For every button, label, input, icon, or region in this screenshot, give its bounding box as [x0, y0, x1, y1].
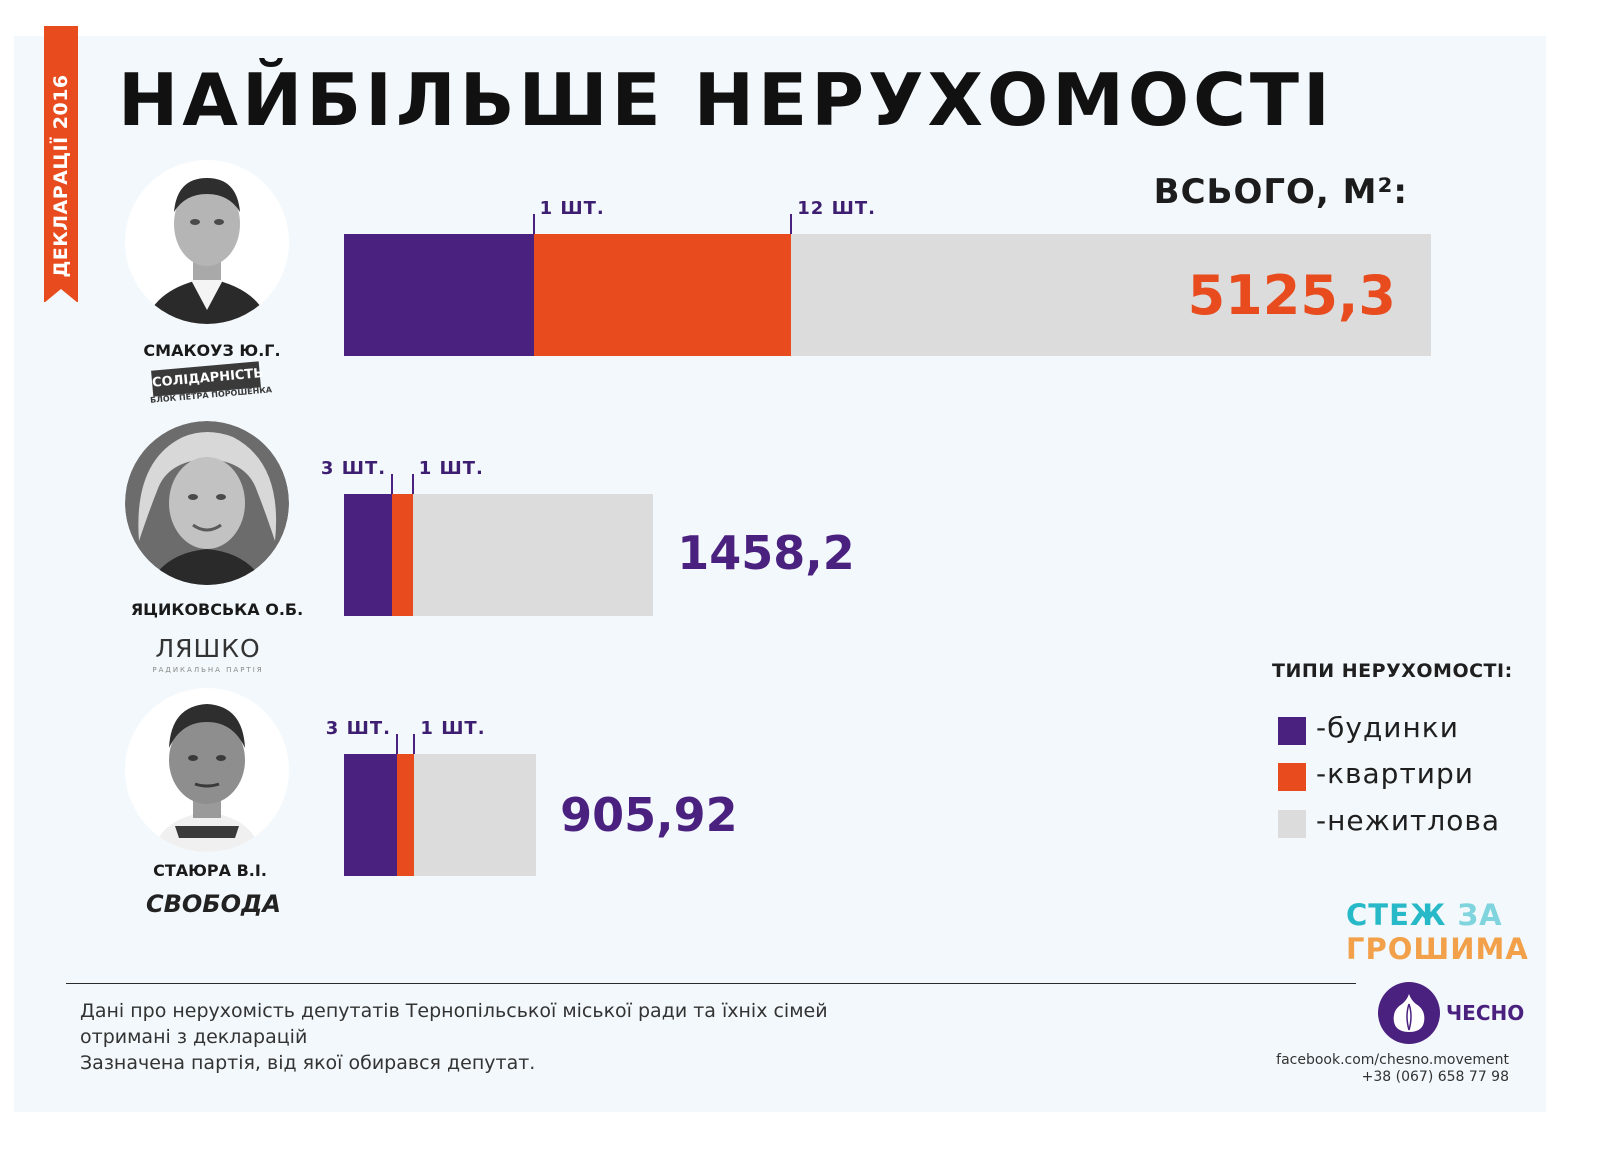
legend-swatch [1278, 763, 1306, 791]
garlic-icon [1378, 982, 1440, 1044]
count-label: 1 ШТ. [539, 198, 605, 219]
bar-tick [413, 734, 416, 754]
legend-title: ТИПИ НЕРУХОМОСТІ: [1272, 660, 1513, 682]
deputy-name: ЯЦИКОВСЬКА О.Б. [130, 600, 304, 619]
legend-label: -квартири [1316, 757, 1474, 790]
bar-tick [790, 214, 793, 234]
legend-swatch [1278, 717, 1306, 745]
legend-label: -нежитлова [1316, 804, 1501, 837]
bar-segment-houses [344, 234, 534, 356]
bar-segment-nonresidential [412, 494, 654, 616]
year-ribbon [44, 26, 78, 303]
avatar-deputy-1 [125, 160, 289, 324]
bar-tick [532, 214, 535, 234]
count-label: 1 ШТ. [420, 718, 486, 739]
facebook-link[interactable]: facebook.com/chesno.movement [1276, 1052, 1509, 1068]
footnote-line: отримані з декларацій [80, 1026, 308, 1048]
party-logo-svoboda: СВОБОДА [146, 890, 281, 918]
legend-swatch [1278, 810, 1306, 838]
chesno-brand: ЧЕСНО [1446, 1001, 1525, 1025]
bar-segment-apartments [391, 494, 413, 616]
phone-number: +38 (067) 658 77 98 [1361, 1069, 1509, 1085]
bar-segment-apartments [396, 754, 415, 876]
bar-tick [411, 474, 414, 494]
count-label: 12 ШТ. [797, 198, 876, 219]
deputy-name: СМАКОУЗ Ю.Г. [143, 341, 281, 360]
bar-tick [390, 474, 393, 494]
bar-segment-houses [344, 754, 397, 876]
stezh-word: СТЕЖ [1346, 898, 1447, 932]
avatar-deputy-2 [125, 421, 289, 585]
bar-segment-houses [344, 494, 392, 616]
total-value: 905,92 [560, 788, 738, 842]
count-label: 3 ШТ. [320, 458, 387, 479]
bar-tick [395, 734, 398, 754]
bar-segment-apartments [533, 234, 792, 356]
count-label: 3 ШТ. [325, 718, 391, 739]
total-value: 5125,3 [1187, 264, 1396, 327]
stezh-za: ЗА [1457, 898, 1503, 932]
total-value: 1458,2 [677, 526, 855, 580]
total-label: ВСЬОГО, М²: [1153, 172, 1408, 212]
deputy-name: СТАЮРА В.І. [153, 861, 267, 880]
avatar-deputy-3 [125, 688, 289, 852]
ribbon-text: ДЕКЛАРАЦІЇ 2016 [50, 74, 72, 278]
page-title: НАЙБІЛЬШЕ НЕРУХОМОСТІ [118, 58, 1334, 142]
stezh-logo-line2: ГРОШИМА [1346, 932, 1529, 966]
bar-segment-nonresidential [791, 234, 1431, 356]
footnote-line: Зазначена партія, від якої обирався депу… [80, 1052, 536, 1074]
bar-segment-nonresidential [414, 754, 537, 876]
footnote-line: Дані про нерухомість депутатів Тернопіль… [80, 1000, 828, 1022]
count-label: 1 ШТ. [418, 458, 484, 479]
stezh-logo-line1: СТЕЖ ЗА [1346, 898, 1503, 932]
party-logo-lyashko: ЛЯШКО [155, 634, 261, 663]
party-logo-subtitle: РАДИКАЛЬНА ПАРТІЯ [152, 666, 264, 674]
footer-divider [66, 983, 1356, 984]
legend-label: -будинки [1316, 711, 1459, 744]
